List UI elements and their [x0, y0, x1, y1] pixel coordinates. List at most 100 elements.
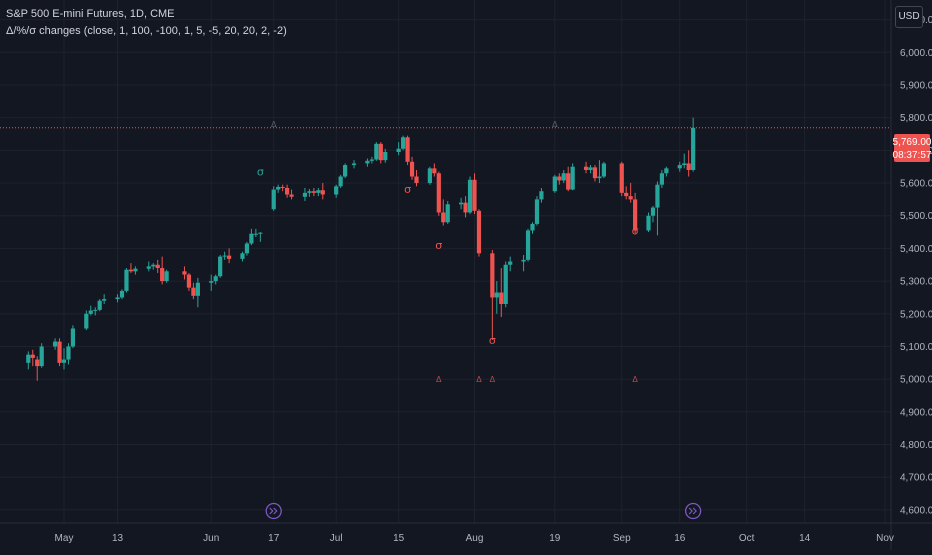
candle — [682, 153, 687, 169]
candle-body — [343, 165, 348, 177]
forward-event-icon[interactable] — [265, 502, 282, 520]
event-icons[interactable] — [265, 502, 702, 520]
candle-body — [102, 299, 107, 301]
candle-body — [628, 196, 633, 200]
candle-body — [186, 274, 192, 288]
candle — [302, 187, 308, 202]
candle — [70, 325, 76, 349]
forward-event-icon[interactable] — [684, 502, 702, 520]
candle-body — [691, 127, 696, 170]
candle — [311, 187, 316, 197]
candle — [655, 181, 660, 236]
candle-body — [588, 167, 593, 170]
candle-body — [646, 215, 651, 231]
candle — [369, 156, 374, 164]
candle — [39, 343, 44, 368]
candle-body — [338, 176, 343, 187]
price-tick-label: 5,100.00 — [900, 342, 932, 353]
sigma-marker: σ — [489, 334, 496, 347]
candle-body — [213, 276, 218, 282]
candle — [128, 263, 134, 273]
candle-body — [441, 212, 446, 223]
candle-body — [351, 163, 357, 166]
candle-body — [427, 168, 432, 184]
candle-body — [258, 232, 263, 234]
price-tag-countdown: 08:37:57 — [893, 150, 932, 161]
candle — [592, 165, 598, 182]
candle — [628, 183, 633, 203]
candle — [307, 188, 312, 197]
candle — [383, 148, 388, 163]
candle-body — [677, 165, 682, 169]
candle — [677, 161, 682, 172]
event-icon-ring — [265, 502, 282, 520]
candle-body — [218, 256, 223, 277]
candle — [84, 310, 89, 331]
time-tick-label: Oct — [739, 533, 755, 544]
candle — [432, 163, 437, 177]
candle-body — [276, 186, 281, 190]
candle — [503, 261, 508, 308]
candle — [26, 351, 31, 370]
candle — [534, 196, 540, 226]
candle-body — [226, 255, 232, 259]
candle — [561, 169, 566, 184]
candle-body — [682, 163, 687, 166]
candle — [182, 266, 187, 280]
candle — [539, 187, 544, 203]
candle — [57, 338, 62, 367]
candle-body — [619, 163, 624, 193]
candle — [557, 173, 562, 185]
time-tick-label: 17 — [268, 533, 280, 544]
time-tick-label: Jun — [203, 533, 219, 544]
time-axis[interactable]: May 13 Jun 17 Jul 15 Aug 19 Sep 16 Oct 14 Nov — [0, 522, 932, 544]
candle — [276, 184, 281, 193]
candle — [691, 117, 696, 172]
candle-body — [566, 173, 571, 190]
price-tick-label: 4,800.00 — [900, 440, 932, 451]
time-tick-label: Sep — [613, 533, 631, 544]
candle-body — [160, 268, 165, 282]
candle — [222, 251, 227, 260]
candle-body — [253, 233, 258, 235]
candle — [316, 187, 321, 197]
candle-body — [155, 264, 160, 269]
candle — [280, 184, 285, 192]
price-tick-label: 5,500.00 — [900, 211, 932, 222]
candle — [284, 184, 290, 198]
candle — [30, 349, 35, 367]
candle-body — [655, 184, 660, 208]
candle-body — [525, 230, 531, 260]
candle — [521, 254, 526, 272]
candle — [271, 186, 276, 211]
candle-body — [119, 290, 125, 298]
candle-body — [463, 202, 468, 213]
candle-body — [530, 223, 535, 231]
candle-body — [405, 137, 410, 162]
price-tick-label: 5,400.00 — [900, 244, 932, 255]
price-axis[interactable]: 6,100.006,000.005,900.005,800.005,700.00… — [890, 0, 932, 550]
candle — [164, 269, 169, 283]
price-tick-label: 5,800.00 — [900, 113, 932, 124]
time-tick-label: 13 — [112, 533, 124, 544]
candle-body — [195, 282, 200, 296]
candle — [258, 232, 263, 242]
candle-body — [128, 269, 134, 272]
candle-body — [436, 173, 441, 213]
candle — [525, 228, 531, 262]
candle — [427, 166, 432, 185]
price-tick-label: 4,900.00 — [900, 407, 932, 418]
candle — [650, 205, 656, 223]
time-tick-label: 19 — [549, 533, 561, 544]
currency-button[interactable]: USD — [895, 6, 923, 28]
candle — [583, 161, 589, 174]
candle — [624, 186, 629, 200]
price-tick-label: 5,200.00 — [900, 309, 932, 320]
candle-body — [93, 309, 98, 311]
candle-body — [146, 266, 151, 269]
candle-body — [490, 253, 495, 298]
candle — [213, 274, 218, 285]
